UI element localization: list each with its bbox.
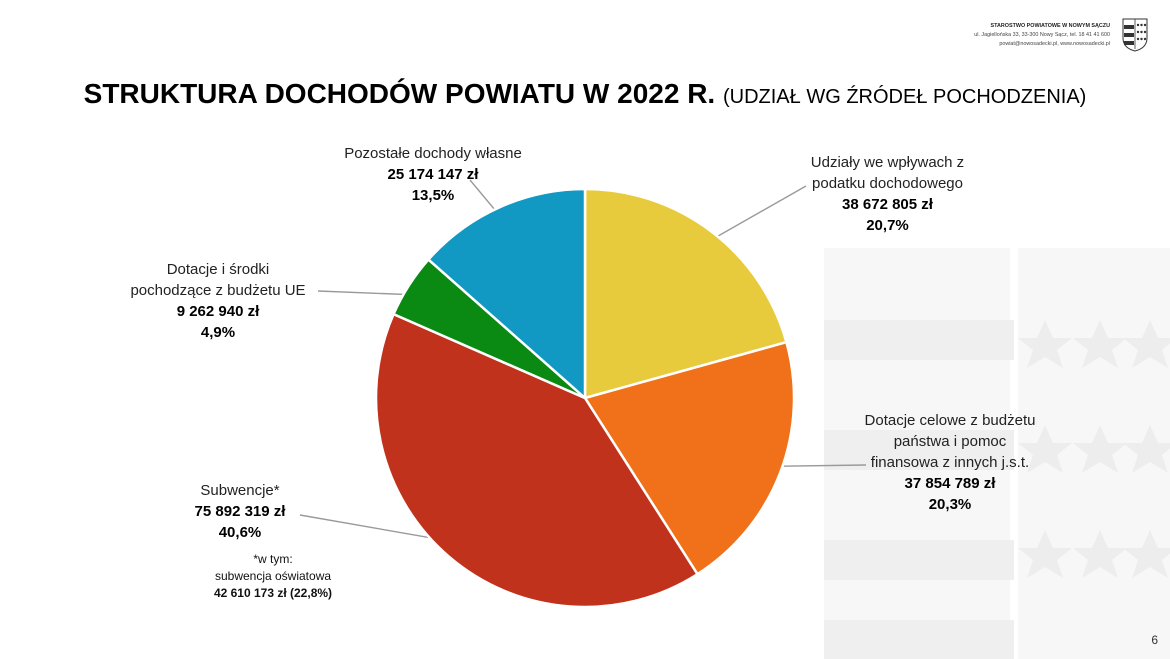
label-dotacje-celowe-name-3: finansowa z innych j.s.t. — [870, 454, 1030, 471]
label-dotacje-celowe-name-2: państwa i pomoc — [893, 433, 1007, 450]
label-ue-amount: 9 262 940 zł — [176, 303, 260, 320]
label-pozostale: Pozostałe dochody własne 25 174 147 zł 1… — [330, 143, 536, 206]
footnote-line-2: subwencja oświatowa — [214, 569, 332, 583]
label-pozostale-percent: 13,5% — [411, 187, 455, 204]
pie-slice-pozostale — [427, 187, 587, 400]
label-dotacje-celowe-amount: 37 854 789 zł — [904, 475, 996, 492]
pie-slice-subwencje — [374, 312, 699, 609]
label-ue-percent: 4,9% — [200, 324, 236, 341]
label-dotacje-celowe-name-1: Dotacje celowe z budżetu — [864, 412, 1036, 429]
label-podatek-percent: 20,7% — [866, 217, 909, 234]
label-podatek-name-2: podatku dochodowego — [812, 175, 963, 192]
crest-icon — [1122, 18, 1148, 52]
label-podatek-name-1: Udziały we wpływach z — [810, 154, 965, 171]
label-ue: Dotacje i środki pochodzące z budżetu UE… — [122, 259, 314, 343]
label-podatek: Udziały we wpływach z podatku dochodoweg… — [800, 152, 975, 236]
header-org: STAROSTWO POWIATOWE W NOWYM SĄCZU — [990, 23, 1110, 29]
label-subwencje-percent: 40,6% — [218, 524, 262, 541]
page-number: 6 — [1151, 633, 1158, 647]
label-subwencje-amount: 75 892 319 zł — [194, 503, 286, 520]
header-address: ul. Jagiellońska 33, 33-300 Nowy Sącz, t… — [974, 32, 1110, 38]
footnote-line-1: *w tym: — [253, 552, 293, 566]
footnote-line-3: 42 610 173 zł (22,8%) — [213, 586, 333, 600]
footnote: *w tym: subwencja oświatowa 42 610 173 z… — [190, 551, 356, 602]
label-dotacje-celowe-percent: 20,3% — [928, 496, 972, 513]
label-dotacje-celowe: Dotacje celowe z budżetu państwa i pomoc… — [855, 410, 1045, 515]
page-title: STRUKTURA DOCHODÓW POWIATU W 2022 R. (UD… — [0, 78, 1170, 110]
label-podatek-amount: 38 672 805 zł — [842, 196, 933, 213]
label-ue-name-2: pochodzące z budżetu UE — [130, 282, 306, 299]
pie-slice-dotacje-celowe — [583, 340, 796, 576]
pie-slices — [374, 187, 796, 609]
header-info: STAROSTWO POWIATOWE W NOWYM SĄCZU ul. Ja… — [974, 22, 1110, 49]
header-contact: powiat@nowosadecki.pl, www.nowosadecki.p… — [999, 41, 1110, 47]
pie-slice-podatek — [583, 187, 788, 400]
label-ue-name-1: Dotacje i środki — [166, 261, 270, 278]
title-sub: (UDZIAŁ WG ŹRÓDEŁ POCHODZENIA) — [722, 86, 1087, 108]
label-pozostale-name: Pozostałe dochody własne — [344, 145, 522, 162]
label-pozostale-amount: 25 174 147 zł — [387, 166, 479, 183]
title-main: STRUKTURA DOCHODÓW POWIATU W 2022 R. — [83, 78, 716, 109]
label-subwencje-name: Subwencje* — [200, 482, 280, 499]
label-subwencje: Subwencje* 75 892 319 zł 40,6% — [170, 480, 310, 543]
